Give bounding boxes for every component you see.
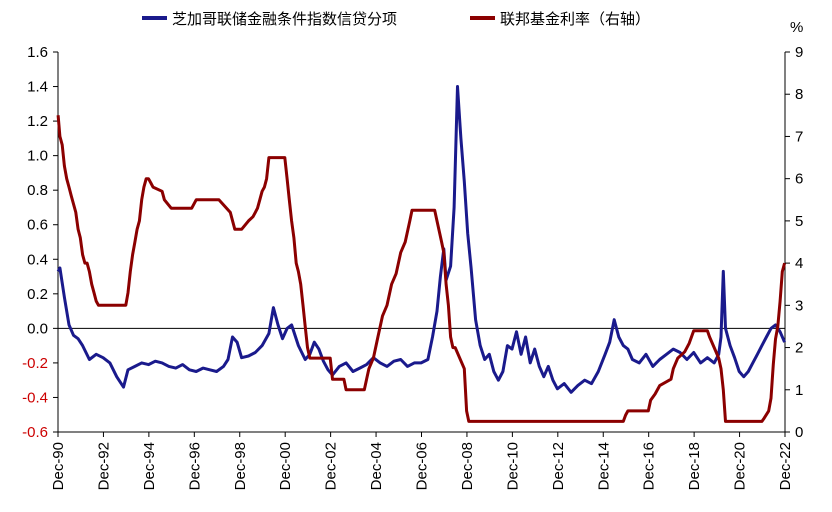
legend-label-2: 联邦基金利率（右轴） (500, 10, 650, 28)
x-tick-label: Dec-04 (368, 442, 385, 490)
legend: 芝加哥联储金融条件指数信贷分项 联邦基金利率（右轴） (142, 10, 650, 28)
right-tick-label: 3 (795, 297, 803, 314)
axes: 1.6 1.4 1.2 1.0 0.8 0.6 0.4 0.2 0.0 -0.2 -0.4 -0.6 9… (22, 44, 803, 490)
x-tick-label: Dec-22 (777, 442, 794, 490)
series-line-1 (56, 85, 786, 394)
right-tick-label: 7 (795, 128, 803, 145)
x-tick-label: Dec-94 (141, 442, 158, 490)
left-tick-label: 0.2 (27, 286, 48, 303)
x-tick-label: Dec-98 (232, 442, 249, 490)
left-tick-label: -0.4 (22, 389, 48, 406)
right-tick-label: 1 (795, 382, 803, 399)
x-tick-label: Dec-18 (686, 442, 703, 490)
series-line-2 (56, 115, 787, 423)
x-tick-label: Dec-02 (323, 442, 340, 490)
x-tick-label: Dec-08 (459, 442, 476, 490)
x-tick-label: Dec-20 (732, 442, 749, 490)
right-tick-label: 8 (795, 86, 803, 103)
left-tick-label: 0.4 (27, 251, 48, 268)
x-tick-label: Dec-10 (504, 442, 521, 490)
x-tick-label: Dec-96 (186, 442, 203, 490)
series-layer (56, 85, 787, 423)
legend-label-1: 芝加哥联储金融条件指数信贷分项 (172, 10, 397, 28)
right-tick-label: 6 (795, 171, 803, 188)
right-tick-label: 4 (795, 255, 803, 272)
left-tick-label: 1.0 (27, 148, 48, 165)
x-tick-label: Dec-16 (641, 442, 658, 490)
right-axis-unit: % (790, 19, 803, 36)
left-tick-label: 1.6 (27, 44, 48, 61)
right-tick-label: 9 (795, 44, 803, 61)
x-tick-label: Dec-06 (414, 442, 431, 490)
left-tick-label: 0.0 (27, 320, 48, 337)
right-tick-label: 0 (795, 424, 803, 441)
left-tick-label: 1.2 (27, 113, 48, 130)
x-tick-label: Dec-12 (550, 442, 567, 490)
left-tick-label: -0.6 (22, 424, 48, 441)
x-tick-label: Dec-00 (277, 442, 294, 490)
x-tick-label: Dec-14 (595, 442, 612, 490)
right-tick-label: 2 (795, 340, 803, 357)
x-tick-label: Dec-90 (50, 442, 67, 490)
left-tick-label: 1.4 (27, 79, 48, 96)
left-tick-label: -0.2 (22, 355, 48, 372)
right-tick-label: 5 (795, 213, 803, 230)
x-tick-label: Dec-92 (95, 442, 112, 490)
left-tick-label: 0.6 (27, 217, 48, 234)
left-tick-label: 0.8 (27, 182, 48, 199)
